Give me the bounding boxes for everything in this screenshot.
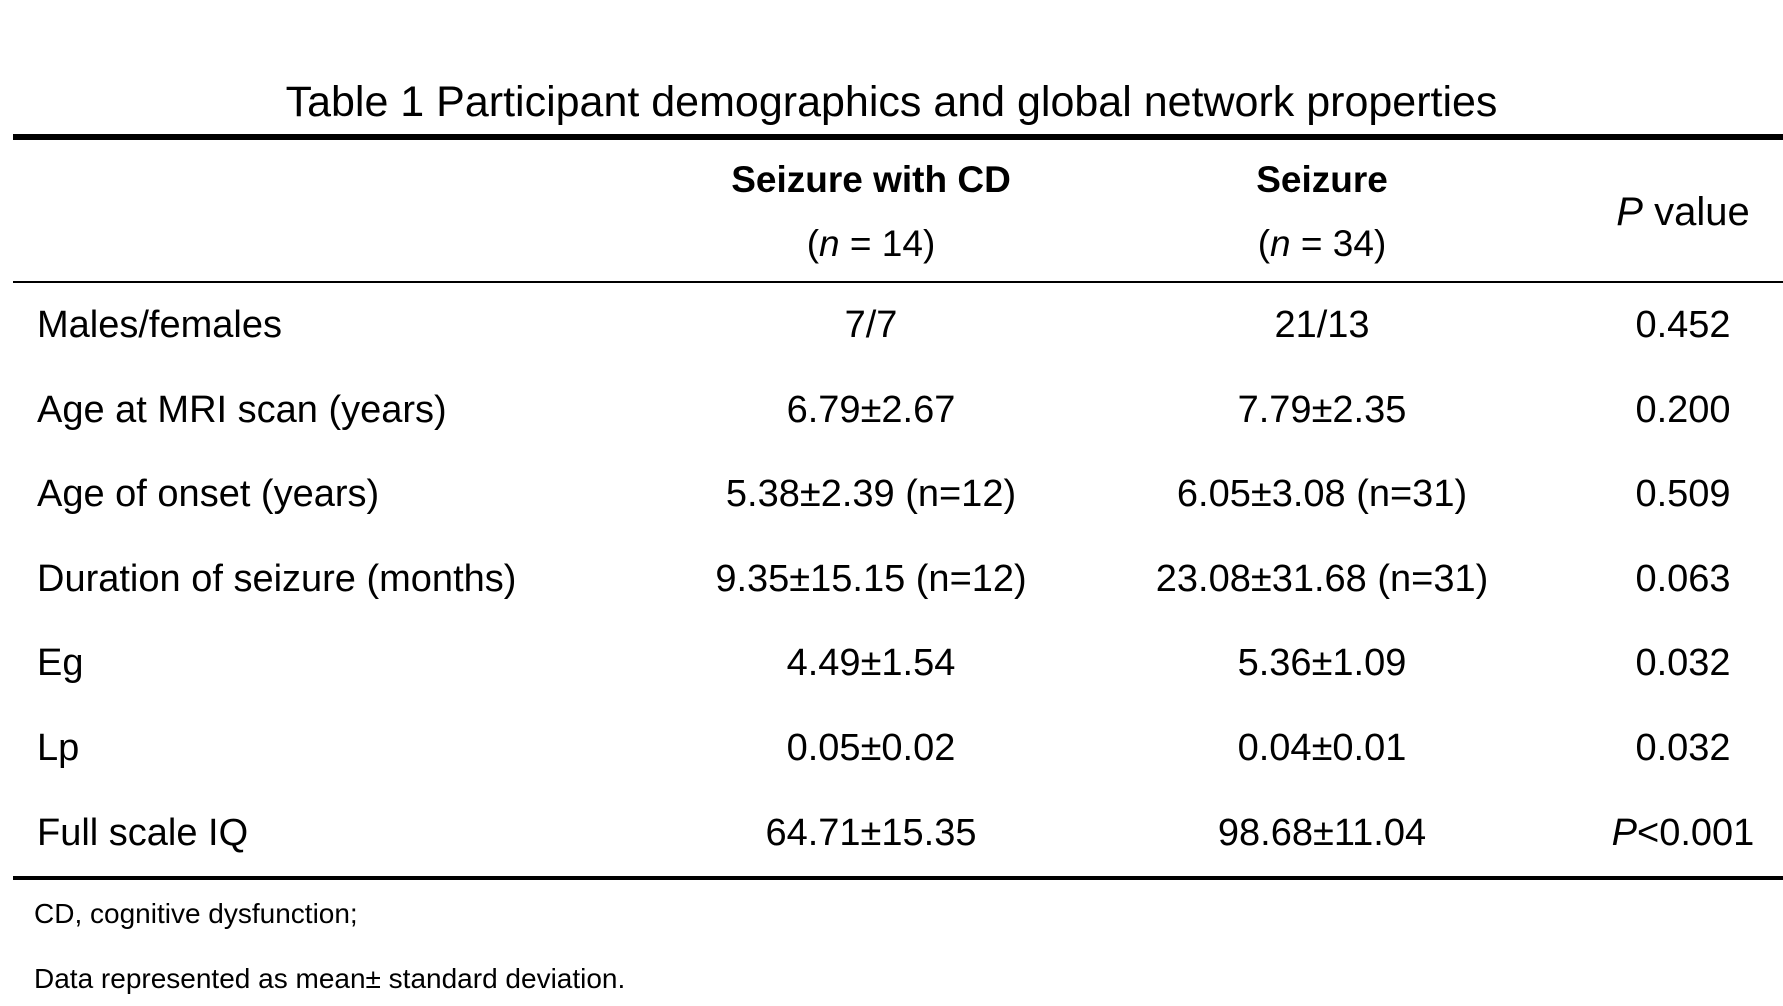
- table-row: Age of onset (years) 5.38±2.39 (n=12) 6.…: [0, 452, 1783, 537]
- table-row: Duration of seizure (months) 9.35±15.15 …: [0, 537, 1783, 622]
- header-p-rest: value: [1642, 190, 1750, 234]
- row-label: Full scale IQ: [37, 811, 249, 854]
- table-header-rule: [13, 281, 1783, 283]
- row-label: Eg: [37, 642, 84, 685]
- cell-p-value: P<0.001: [1583, 791, 1783, 876]
- p-number: <0.001: [1637, 811, 1755, 854]
- header-n-open: (: [1257, 223, 1271, 264]
- cell-seizure: 21/13: [1274, 304, 1370, 346]
- row-label: Age at MRI scan (years): [37, 388, 447, 431]
- p-number: 0.032: [1635, 642, 1731, 685]
- row-label: Duration of seizure (months): [37, 557, 517, 600]
- cell-seizure-with-cd: 64.71±15.35: [765, 811, 977, 854]
- header-n-open: (: [806, 223, 820, 264]
- cell-p-value: 0.032: [1583, 621, 1783, 706]
- p-number: 0.032: [1635, 726, 1731, 769]
- header-n-rest: = 14): [839, 223, 936, 264]
- row-label: Lp: [37, 726, 80, 769]
- table-bottom-rule: [13, 876, 1783, 880]
- cell-seizure: 6.05±3.08 (n=31): [1176, 473, 1468, 516]
- table-row: Eg 4.49±1.54 5.36±1.09 0.032: [0, 621, 1783, 706]
- cell-seizure-with-cd: 4.49±1.54: [786, 642, 956, 685]
- footnote-abbreviation: CD, cognitive dysfunction;: [34, 898, 358, 929]
- cell-seizure-with-cd: 7/7: [844, 304, 898, 346]
- footnote-data-representation: Data represented as mean± standard devia…: [34, 963, 626, 994]
- header-seizure-with-cd: Seizure with CD (n = 14): [671, 148, 1071, 276]
- p-number: 0.063: [1635, 557, 1731, 600]
- cell-seizure-with-cd: 6.79±2.67: [786, 388, 956, 431]
- cell-seizure: 98.68±11.04: [1217, 811, 1427, 854]
- table-row: Lp 0.05±0.02 0.04±0.01 0.032: [0, 706, 1783, 791]
- p-number: 0.200: [1635, 388, 1731, 431]
- cell-seizure: 7.79±2.35: [1237, 388, 1407, 431]
- cell-seizure: 5.36±1.09: [1237, 642, 1407, 685]
- cell-seizure-with-cd: 0.05±0.02: [786, 726, 956, 769]
- header-seizure-name: Seizure: [1256, 159, 1388, 200]
- header-seizure-with-cd-name: Seizure with CD: [731, 159, 1011, 200]
- header-p-value: P value: [1583, 180, 1783, 244]
- p-prefix: P: [1611, 811, 1638, 854]
- cell-p-value: 0.032: [1583, 706, 1783, 791]
- cell-seizure-with-cd: 5.38±2.39 (n=12): [725, 473, 1017, 516]
- cell-p-value: 0.509: [1583, 452, 1783, 537]
- p-number: 0.509: [1635, 473, 1731, 516]
- cell-p-value: 0.200: [1583, 368, 1783, 453]
- cell-p-value: 0.063: [1583, 537, 1783, 622]
- header-n-var: n: [819, 223, 840, 264]
- row-label: Males/females: [37, 304, 282, 346]
- cell-p-value: 0.452: [1583, 283, 1783, 368]
- table-body: Males/females 7/7 21/13 0.452 Age at MRI…: [0, 283, 1783, 875]
- p-number: 0.452: [1635, 304, 1731, 346]
- table-top-rule: [13, 134, 1783, 140]
- row-label: Age of onset (years): [37, 473, 380, 516]
- table-row: Males/females 7/7 21/13 0.452: [0, 283, 1783, 368]
- table-title: Table 1 Participant demographics and glo…: [285, 78, 1498, 126]
- cell-seizure: 0.04±0.01: [1237, 726, 1407, 769]
- header-n-var: n: [1270, 223, 1291, 264]
- table-row: Full scale IQ 64.71±15.35 98.68±11.04 P<…: [0, 791, 1783, 876]
- header-seizure-n: (n = 34): [1122, 212, 1522, 276]
- header-p-var: P: [1616, 190, 1643, 234]
- cell-seizure: 23.08±31.68 (n=31): [1155, 557, 1489, 600]
- cell-seizure-with-cd: 9.35±15.15 (n=12): [715, 557, 1027, 600]
- table-row: Age at MRI scan (years) 6.79±2.67 7.79±2…: [0, 368, 1783, 453]
- header-n-rest: = 34): [1290, 223, 1387, 264]
- header-seizure: Seizure (n = 34): [1122, 148, 1522, 276]
- header-seizure-with-cd-n: (n = 14): [671, 212, 1071, 276]
